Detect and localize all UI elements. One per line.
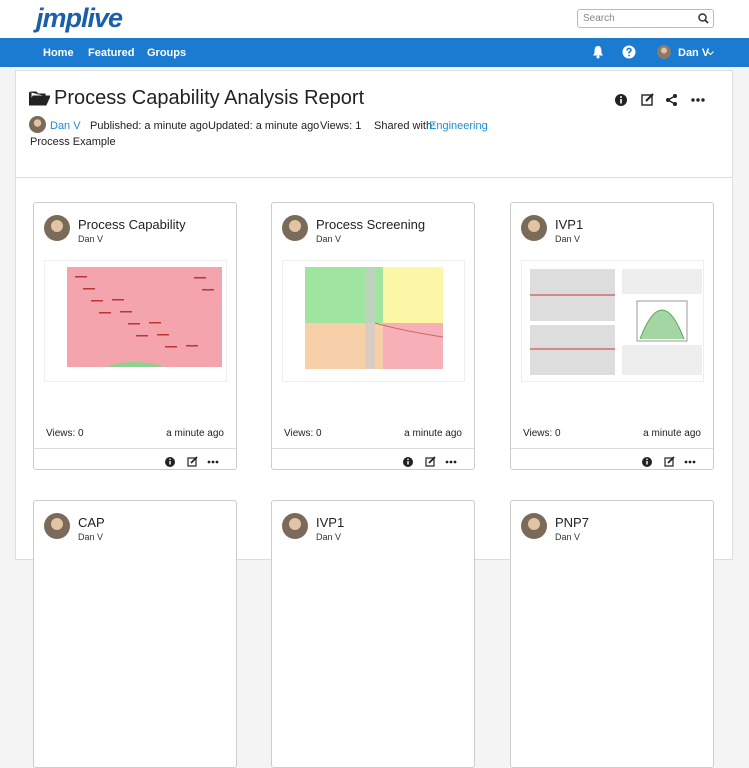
card-author: Dan V bbox=[316, 234, 342, 244]
nav-bar: Home Featured Groups Dan V bbox=[0, 38, 749, 67]
card-avatar bbox=[282, 513, 308, 539]
report-title: Process Capability Analysis Report bbox=[54, 87, 365, 109]
divider bbox=[16, 177, 732, 178]
search-icon[interactable] bbox=[698, 13, 709, 24]
dropdown-caret[interactable] bbox=[707, 51, 714, 56]
card-thumbnail[interactable] bbox=[521, 260, 704, 382]
more-button[interactable] bbox=[207, 460, 219, 464]
share-button[interactable] bbox=[666, 94, 677, 106]
card-title[interactable]: Process Screening bbox=[316, 217, 426, 232]
report-actions bbox=[615, 93, 705, 106]
help-icon[interactable] bbox=[622, 45, 636, 59]
card-views: Views: 0 bbox=[284, 428, 322, 439]
card-divider bbox=[272, 448, 474, 449]
card-views: Views: 0 bbox=[46, 428, 84, 439]
card-author: Dan V bbox=[555, 234, 581, 244]
nav-item[interactable]: Groups bbox=[147, 47, 187, 59]
published: Published: a minute ago bbox=[90, 120, 209, 132]
shared-group[interactable]: Engineering bbox=[429, 120, 488, 132]
card-time: a minute ago bbox=[404, 428, 462, 439]
report-author[interactable]: Dan V bbox=[50, 120, 81, 132]
top-bar: jmplive Search bbox=[0, 0, 749, 38]
post-card[interactable]: IVP1 Dan V Views: 0 a minute ago bbox=[510, 202, 714, 470]
card-author: Dan V bbox=[78, 532, 104, 542]
card-avatar bbox=[521, 215, 547, 241]
edit-button[interactable] bbox=[425, 456, 436, 467]
card-title[interactable]: CAP bbox=[78, 515, 105, 530]
card-thumbnail[interactable] bbox=[282, 260, 465, 382]
updated: Updated: a minute ago bbox=[208, 120, 320, 132]
edit-button[interactable] bbox=[664, 456, 675, 467]
nav-item[interactable]: Home bbox=[43, 47, 74, 59]
logo[interactable]: jmplive bbox=[36, 3, 123, 33]
author-avatar bbox=[29, 116, 46, 133]
post-card[interactable]: Process Screening Dan V Views: 0 a minute a… bbox=[271, 202, 475, 470]
card-avatar bbox=[521, 513, 547, 539]
card-divider bbox=[511, 448, 713, 449]
card-author: Dan V bbox=[316, 532, 342, 542]
card-title[interactable]: IVP1 bbox=[316, 515, 345, 530]
card-divider bbox=[34, 448, 236, 449]
info-button[interactable] bbox=[403, 457, 413, 467]
user-menu[interactable]: Dan V bbox=[678, 47, 710, 59]
info-button[interactable] bbox=[165, 457, 175, 467]
user-avatar[interactable] bbox=[657, 45, 671, 59]
card-avatar bbox=[282, 215, 308, 241]
card-avatar bbox=[44, 215, 70, 241]
card-title[interactable]: IVP1 bbox=[555, 217, 584, 232]
card-title[interactable]: PNP7 bbox=[555, 515, 589, 530]
card-author: Dan V bbox=[78, 234, 104, 244]
search-box[interactable]: Search bbox=[577, 9, 714, 28]
folder-icon bbox=[29, 91, 50, 106]
post-card[interactable]: PNP7 Dan V bbox=[510, 500, 714, 768]
card-actions bbox=[165, 456, 219, 467]
card-actions bbox=[403, 456, 457, 467]
card-actions bbox=[642, 456, 696, 467]
post-card[interactable]: IVP1 Dan V bbox=[271, 500, 475, 768]
card-author: Dan V bbox=[555, 532, 581, 542]
more-button[interactable] bbox=[691, 98, 705, 102]
post-card[interactable]: CAP Dan V bbox=[33, 500, 237, 768]
shared-label: Shared with: bbox=[374, 120, 436, 132]
views: Views: 1 bbox=[320, 120, 362, 132]
description: Process Example bbox=[30, 136, 116, 148]
card-views: Views: 0 bbox=[523, 428, 561, 439]
card-avatar bbox=[44, 513, 70, 539]
card-thumbnail[interactable] bbox=[44, 260, 227, 382]
card-title[interactable]: Process Capability bbox=[78, 217, 186, 232]
more-button[interactable] bbox=[445, 460, 457, 464]
card-time: a minute ago bbox=[166, 428, 224, 439]
info-button[interactable] bbox=[615, 94, 627, 106]
more-button[interactable] bbox=[684, 460, 696, 464]
info-button[interactable] bbox=[642, 457, 652, 467]
notifications-icon[interactable] bbox=[591, 45, 605, 59]
edit-button[interactable] bbox=[641, 93, 654, 106]
nav-item[interactable]: Featured bbox=[88, 47, 135, 59]
card-time: a minute ago bbox=[643, 428, 701, 439]
edit-button[interactable] bbox=[187, 456, 198, 467]
post-card[interactable]: Process Capability Dan V Views: 0 a minute … bbox=[33, 202, 237, 470]
